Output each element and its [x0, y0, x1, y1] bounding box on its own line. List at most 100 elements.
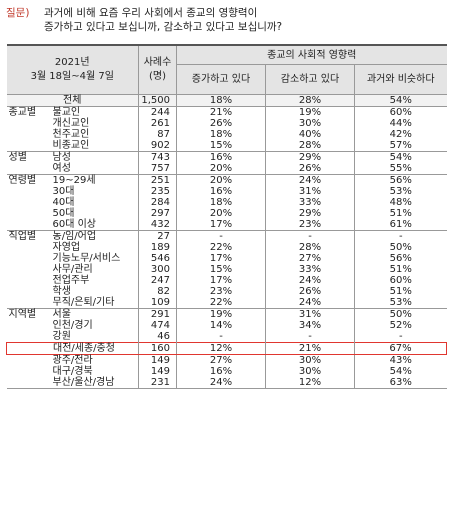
row-label-cell: 50대 [6, 208, 139, 219]
header-sample-size: 사례수 (명) [138, 44, 177, 95]
row-decrease-pct: 30% [265, 354, 355, 366]
row-decrease-pct: 24% [265, 275, 355, 286]
row-label-cell: 전체 [6, 94, 139, 107]
table-row: 대전/세종/충청 160 12% 21% 67% [6, 342, 447, 355]
row-similar-pct: 43% [389, 355, 412, 366]
row-label-cell: 지역별 서울 [6, 308, 139, 320]
row-similar-pct: 54% [354, 151, 447, 163]
row-label: 개신교인 [52, 118, 90, 129]
row-increase-pct: 16% [176, 151, 266, 163]
row-label: 부산/울산/경남 [52, 377, 115, 388]
row-decrease-pct: 29% [265, 208, 355, 219]
row-label: 사무/관리 [52, 264, 93, 275]
row-label-cell: 직업별 농/임/어업 [6, 230, 139, 242]
row-increase-pct: 27% [176, 354, 266, 366]
row-label-cell: 비종교인 [6, 140, 139, 152]
row-increase-pct: 23% [176, 286, 266, 297]
row-label: 천주교인 [52, 129, 90, 140]
table-row: 인천/경기 474 14% 34% 52% [6, 320, 447, 331]
row-group-label: 지역별 [8, 309, 37, 320]
row-increase-pct: 22% [176, 242, 266, 253]
row-increase-pct: 18% [176, 94, 266, 107]
row-similar-pct: 53% [389, 186, 412, 197]
table-row: 강원 46- - - [6, 331, 447, 343]
row-increase-pct: 20% [176, 163, 266, 175]
row-similar-pct: 55% [389, 163, 412, 174]
row-label: 19~29세 [52, 175, 96, 186]
row-sample-size: 297 [138, 208, 177, 219]
question-line-1: 과거에 비해 요즘 우리 사회에서 종교의 영향력이 [44, 7, 258, 19]
row-decrease-pct: 34% [265, 320, 355, 331]
row-label-cell: 종교별 불교인 [6, 106, 139, 118]
table-row: 지역별 서울 291 19% 31% 50% [6, 308, 447, 320]
row-label-cell: 30대 [6, 186, 139, 197]
row-group-label: 직업별 [8, 231, 37, 242]
table-row: 60대 이상 432 17% 23% 61% [6, 219, 447, 231]
row-group-label: 연령별 [8, 175, 37, 186]
row-decrease-pct: 12% [265, 377, 355, 389]
row-similar-pct: 53% [389, 297, 412, 308]
row-label: 60대 이상 [52, 219, 97, 230]
table-row: 대구/경북 149 16% 30% 54% [6, 366, 447, 377]
row-decrease-pct: 33% [265, 264, 355, 275]
row-sample-size: 546 [138, 253, 177, 264]
row-decrease-pct: 26% [265, 286, 355, 297]
row-sample-size: 261 [138, 118, 177, 129]
row-similar-pct: - [354, 230, 447, 242]
row-label-cell: 여성 [6, 163, 139, 175]
header-col-decrease: 감소하고 있다 [265, 64, 355, 95]
row-similar-pct: 60% [354, 106, 447, 118]
row-similar-pct: 63% [354, 377, 447, 389]
row-label-cell: 연령별 19~29세 [6, 174, 139, 186]
row-decrease-pct: 30% [265, 366, 355, 377]
row-similar-pct: 42% [389, 129, 412, 140]
row-label: 강원 [52, 331, 71, 342]
table-row: 천주교인 87 18% 40% 42% [6, 129, 447, 140]
table-row: 전체 1,500 18% 28% 54% [6, 94, 447, 107]
row-increase-pct: 22% [176, 297, 266, 309]
table-row: 비종교인 902 15% 28% 57% [6, 140, 447, 152]
question-label: 질문) [6, 7, 30, 19]
row-label: 광주/전라 [52, 355, 93, 366]
row-decrease-pct: 33% [265, 197, 355, 208]
row-increase-pct: 17% [176, 275, 266, 286]
row-sample-size: 149 [138, 366, 177, 377]
row-sample-size: 235 [138, 186, 177, 197]
row-similar-pct: 50% [354, 308, 447, 320]
row-increase-pct: 15% [176, 140, 266, 152]
row-label-cell: 사무/관리 [6, 264, 139, 275]
row-sample-size: 46 [138, 331, 177, 343]
table-row: 40대 284 18% 33% 48% [6, 197, 447, 208]
row-decrease-pct: 23% [265, 219, 355, 231]
row-decrease-pct: 31% [265, 186, 355, 197]
table-row: 30대 235 16% 31% 53% [6, 186, 447, 197]
row-decrease-pct: 26% [265, 163, 355, 175]
row-decrease-pct: 19% [265, 106, 355, 118]
table-row: 부산/울산/경남 231 24% 12% 63% [6, 377, 447, 389]
row-similar-pct: 51% [389, 208, 412, 219]
row-label: 농/임/어업 [52, 231, 97, 242]
row-increase-pct: 15% [176, 264, 266, 275]
row-increase-pct: 14% [176, 320, 266, 331]
row-sample-size: 902 [138, 140, 177, 152]
row-label: 서울 [52, 309, 71, 320]
row-increase-pct: 12% [176, 342, 266, 355]
row-similar-pct: 57% [389, 140, 412, 151]
row-sample-size: 109 [138, 297, 177, 309]
row-label: 무직/은퇴/기타 [52, 297, 115, 308]
row-similar-pct: 54% [354, 94, 447, 107]
header-group: 종교의 사회적 영향력 [176, 44, 447, 66]
table-row: 성별 남성 743 16% 29% 54% [6, 151, 447, 163]
row-label: 대구/경북 [52, 366, 93, 377]
row-increase-pct: 16% [176, 186, 266, 197]
row-label-cell: 천주교인 [6, 129, 139, 140]
table-row: 개신교인 261 26% 30% 44% [6, 118, 447, 129]
row-sample-size: 247 [138, 275, 177, 286]
row-sample-size: 757 [138, 163, 177, 175]
table-row: 직업별 농/임/어업 27- - - [6, 230, 447, 242]
row-decrease-pct: 40% [265, 129, 355, 140]
row-label: 기능노무/서비스 [52, 253, 121, 264]
row-decrease-pct: - [265, 230, 355, 242]
row-label-cell: 대전/세종/충청 [6, 342, 139, 355]
